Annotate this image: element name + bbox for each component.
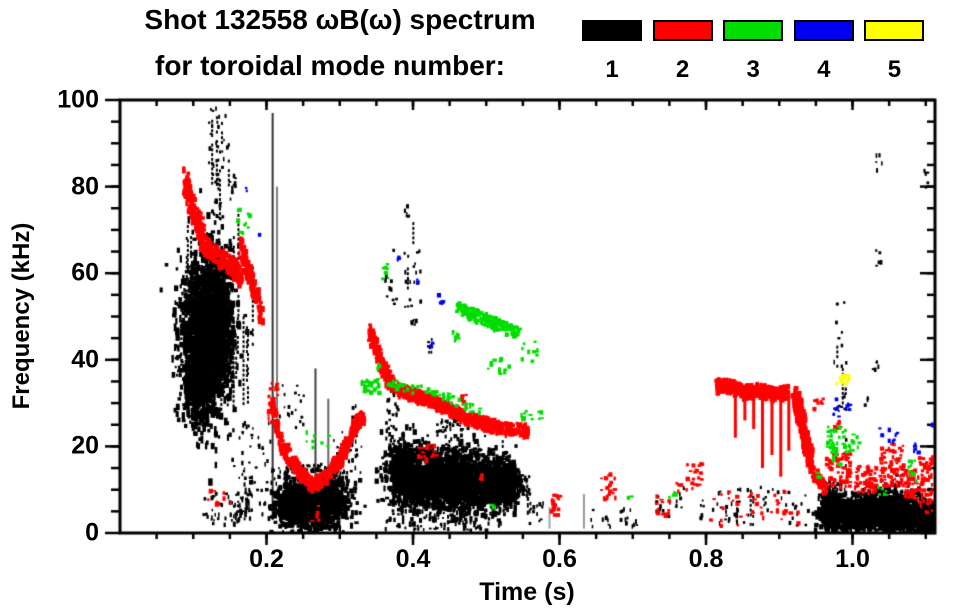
y-tick-label: 100 <box>57 85 99 114</box>
y-tick-label: 0 <box>85 518 99 547</box>
chart-subtitle: for toroidal mode number: <box>155 50 505 81</box>
x-tick-label: 1.0 <box>835 545 870 573</box>
legend-label-5: 5 <box>887 56 902 83</box>
x-tick-label: 0.8 <box>688 545 724 573</box>
legend-swatch-1 <box>582 20 642 41</box>
chart-title: Shot 132558 ωB(ω) spectrum <box>144 4 536 35</box>
x-tick-label: 0.6 <box>542 545 577 573</box>
legend-label-2: 2 <box>675 56 690 83</box>
legend-swatch-4 <box>793 20 854 41</box>
y-tick-label: 60 <box>71 258 99 287</box>
x-tick-label: 0.4 <box>395 545 431 573</box>
y-tick-label: 80 <box>71 172 99 201</box>
x-tick-label: 0.2 <box>249 545 284 573</box>
legend-swatch-3 <box>723 20 784 41</box>
y-tick-label: 40 <box>71 345 99 374</box>
legend-label-3: 3 <box>746 56 760 83</box>
legend-label-1: 1 <box>605 56 619 83</box>
legend-swatch-2 <box>652 20 713 41</box>
legend-swatch-5 <box>864 20 925 41</box>
legend-label-4: 4 <box>817 56 831 83</box>
y-axis-label: Frequency (kHz) <box>8 222 35 410</box>
y-tick-label: 20 <box>71 431 99 460</box>
x-axis-label: Time (s) <box>479 578 575 606</box>
